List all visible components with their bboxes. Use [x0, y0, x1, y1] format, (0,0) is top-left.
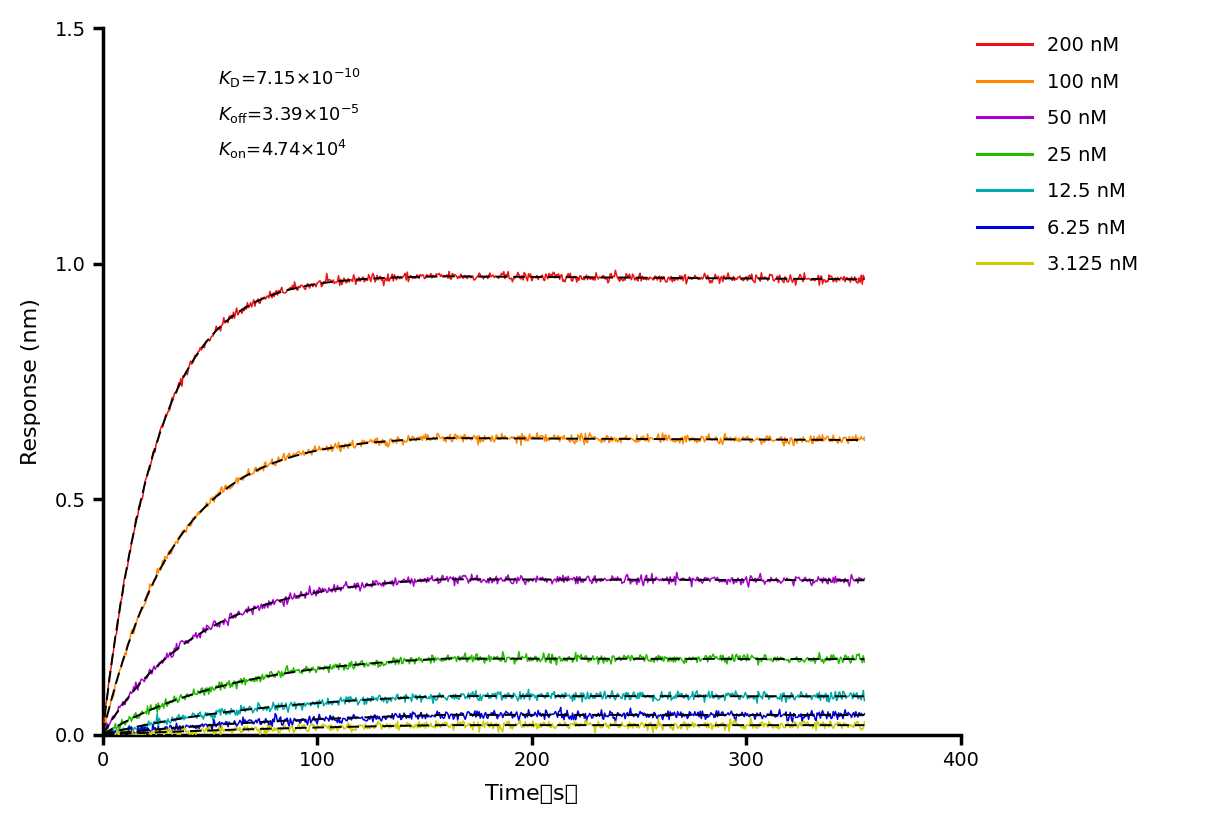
Y-axis label: Response (nm): Response (nm): [21, 298, 41, 465]
Text: $K_\mathrm{D}$=7.15×10$^{-10}$: $K_\mathrm{D}$=7.15×10$^{-10}$: [218, 67, 361, 90]
Legend: 200 nM, 100 nM, 50 nM, 25 nM, 12.5 nM, 6.25 nM, 3.125 nM: 200 nM, 100 nM, 50 nM, 25 nM, 12.5 nM, 6…: [970, 28, 1146, 282]
X-axis label: Time（s）: Time（s）: [485, 785, 578, 804]
Text: $K_\mathrm{off}$=3.39×10$^{-5}$: $K_\mathrm{off}$=3.39×10$^{-5}$: [218, 102, 360, 125]
Text: $K_\mathrm{on}$=4.74×10$^{4}$: $K_\mathrm{on}$=4.74×10$^{4}$: [218, 138, 347, 161]
